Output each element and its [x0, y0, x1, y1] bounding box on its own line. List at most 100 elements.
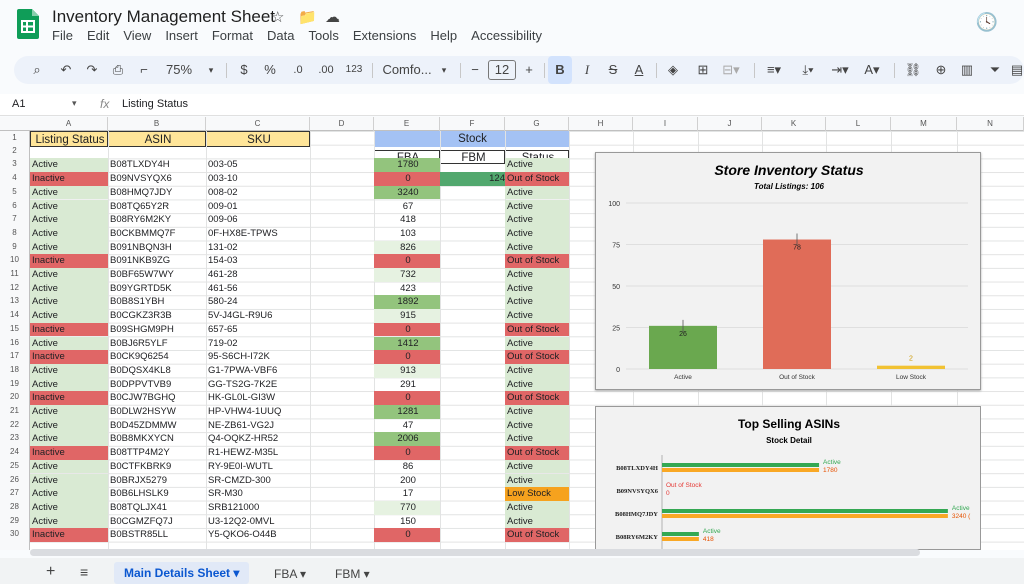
cell-status[interactable]: Active: [505, 432, 569, 447]
horizontal-scrollbar[interactable]: [30, 549, 920, 556]
row-header[interactable]: 20: [10, 392, 19, 402]
menu-accessibility[interactable]: Accessibility: [471, 28, 542, 43]
row-header[interactable]: 10: [10, 255, 19, 265]
cell-sku[interactable]: 009-06: [208, 214, 238, 226]
cell-fba[interactable]: 17: [402, 488, 414, 500]
top-selling-asins-chart[interactable]: Top Selling ASINs Stock Detail B08TLXDY4…: [595, 406, 981, 550]
cell-fba[interactable]: 1892: [374, 295, 440, 310]
cell-sku[interactable]: G1-7PWA-VBF6: [208, 364, 278, 376]
cell-asin[interactable]: B0BJ6R5YLF: [110, 337, 168, 349]
cell-fbm[interactable]: [440, 515, 505, 529]
italic-button[interactable]: I: [584, 62, 590, 77]
cell-listing-status[interactable]: Active: [30, 459, 108, 474]
name-box-chevron-down-icon[interactable]: ▾: [72, 98, 77, 108]
cell-fba[interactable]: 0: [374, 254, 440, 268]
cell-sku[interactable]: NE-ZB61-VG2J: [208, 419, 274, 431]
cell-fba[interactable]: 0: [374, 528, 440, 542]
paint-format-icon[interactable]: ⌐: [140, 62, 148, 77]
cell-fbm[interactable]: [440, 378, 505, 392]
cell-sku[interactable]: 461-56: [208, 282, 238, 294]
bar[interactable]: [662, 509, 948, 513]
cell-asin[interactable]: B08RY6M2KY: [110, 214, 172, 226]
cell-listing-status[interactable]: Active: [30, 473, 108, 488]
cell-asin[interactable]: B0B6LHSLK9: [110, 488, 169, 500]
menu-file[interactable]: File: [52, 28, 73, 43]
cell-listing-status[interactable]: Active: [30, 363, 108, 378]
row-header[interactable]: 16: [10, 337, 19, 347]
cell-sku[interactable]: 0F-HX8E-TPWS: [208, 227, 278, 239]
all-sheets-button[interactable]: ≡: [80, 564, 89, 580]
undo-icon[interactable]: ↶: [60, 62, 72, 77]
vertical-align-icon[interactable]: ⤓▾: [802, 62, 814, 77]
horizontal-align-icon[interactable]: ≡▾: [766, 62, 782, 77]
row-header[interactable]: 3: [12, 159, 17, 169]
row-header[interactable]: 23: [10, 433, 19, 443]
cell-asin[interactable]: B0B8S1YBH: [110, 296, 165, 308]
cell-sku[interactable]: Y5-QKO6-O44B: [208, 529, 277, 541]
cell-fba[interactable]: 0: [374, 172, 440, 186]
column-header[interactable]: M: [891, 117, 957, 131]
cell-asin[interactable]: B0BRJX5279: [110, 474, 168, 486]
cell-fbm[interactable]: [440, 350, 505, 364]
cell-fbm[interactable]: [440, 405, 505, 419]
cell-status[interactable]: Low Stock: [505, 487, 569, 501]
cell-listing-status[interactable]: Active: [30, 514, 108, 529]
cell-fbm[interactable]: [440, 501, 505, 515]
currency-format-button[interactable]: $: [240, 62, 248, 77]
cell-fbm[interactable]: [440, 227, 505, 241]
row-header[interactable]: 28: [10, 501, 19, 511]
column-header[interactable]: K: [762, 117, 826, 131]
tab-fbm[interactable]: FBM ▾: [335, 567, 370, 581]
row-header[interactable]: 29: [10, 515, 19, 525]
number-format-button[interactable]: 123: [345, 64, 363, 75]
row-header[interactable]: 15: [10, 323, 19, 333]
column-header[interactable]: G: [505, 117, 569, 131]
cell-asin[interactable]: B09SHGM9PH: [110, 323, 174, 335]
zoom-select[interactable]: 75%: [165, 62, 193, 77]
cell-fbm[interactable]: [440, 268, 505, 282]
cell-fba[interactable]: 826: [374, 240, 440, 255]
tab-fba[interactable]: FBA ▾: [274, 567, 307, 581]
fill-color-icon[interactable]: ◈: [668, 62, 678, 77]
cell-fbm[interactable]: [440, 254, 505, 268]
increase-font-size-icon[interactable]: +: [525, 62, 533, 77]
cell-sku[interactable]: 461-28: [208, 269, 238, 280]
cell-fbm[interactable]: [440, 337, 505, 351]
column-header[interactable]: B: [108, 117, 206, 131]
cell-sku[interactable]: 003-05: [208, 159, 238, 171]
row-header[interactable]: 22: [10, 419, 19, 429]
cell-fba[interactable]: 2006: [374, 432, 440, 447]
cell-fbm[interactable]: [440, 460, 505, 474]
cell-fbm[interactable]: [440, 474, 505, 488]
cell-sku[interactable]: U3-12Q2-0MVL: [208, 515, 275, 527]
cell-sku[interactable]: SR-CMZD-300: [208, 474, 271, 486]
cell-status[interactable]: Active: [505, 226, 569, 241]
row-header[interactable]: 18: [10, 364, 19, 374]
row-header[interactable]: 13: [10, 296, 19, 306]
cell-asin[interactable]: B0DQSX4KL8: [110, 364, 171, 376]
cell-status[interactable]: Active: [505, 268, 569, 282]
cell-status[interactable]: Out of Stock: [505, 391, 569, 405]
column-header[interactable]: L: [826, 117, 891, 131]
menu-help[interactable]: Help: [430, 28, 458, 43]
cell-status[interactable]: Active: [505, 158, 569, 173]
filter-icon[interactable]: ⏷: [989, 62, 1001, 77]
cell-status[interactable]: Active: [505, 514, 569, 529]
bar[interactable]: [662, 514, 948, 518]
cell-sku[interactable]: 131-02: [208, 241, 238, 253]
cell-sku[interactable]: HP-VHW4-1UUQ: [208, 406, 282, 417]
cell-fba[interactable]: 418: [400, 214, 416, 226]
cell-asin[interactable]: B08TLXDY4H: [110, 159, 170, 171]
row-header[interactable]: 5: [12, 186, 17, 196]
cell-status[interactable]: Active: [505, 500, 569, 515]
cell-fbm[interactable]: [440, 446, 505, 460]
cell-fbm[interactable]: [440, 432, 505, 446]
cell-sku[interactable]: R1-HEWZ-M35L: [208, 447, 279, 459]
cell-fba[interactable]: 67: [402, 200, 414, 212]
cell-fbm[interactable]: [440, 295, 505, 309]
cell-listing-status[interactable]: Active: [30, 213, 108, 227]
cell-asin[interactable]: B0D45ZDMMW: [110, 419, 177, 431]
cell-fbm[interactable]: [440, 364, 505, 378]
cell-listing-status[interactable]: Inactive: [30, 528, 108, 542]
row-header[interactable]: 17: [10, 351, 19, 361]
